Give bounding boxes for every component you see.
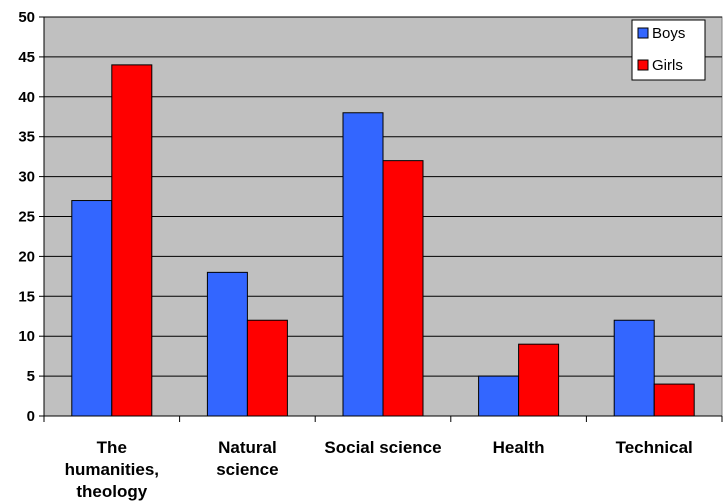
x-category-label: Social science: [324, 438, 441, 457]
bars: [71, 64, 695, 417]
bar-boys: [342, 112, 384, 417]
x-category-label: Technical: [616, 438, 693, 457]
legend-label: Girls: [652, 57, 683, 74]
y-tick-label: 30: [18, 169, 35, 186]
bar-girls: [518, 343, 560, 417]
bar-girls: [246, 319, 288, 417]
y-tick-label: 0: [27, 408, 35, 425]
bar-boys: [613, 319, 655, 417]
legend-swatch: [637, 27, 649, 39]
legend-swatch: [637, 59, 649, 71]
y-axis-tick-labels: 0 5 10 15 20 25 30 35 40 45 50: [18, 9, 35, 425]
bar-girls: [382, 160, 424, 417]
y-tick-label: 35: [18, 129, 35, 146]
legend: Boys Girls: [631, 19, 706, 81]
y-tick-label: 10: [18, 328, 35, 345]
bar-boys: [206, 271, 248, 417]
x-category-label: Natural science: [216, 438, 278, 479]
bar-boys: [478, 375, 520, 417]
x-axis-category-labels: The humanities, theology Natural science Soci…: [65, 438, 693, 501]
axes: [39, 16, 723, 422]
y-tick-label: 50: [18, 9, 35, 26]
y-tick-label: 15: [18, 288, 35, 305]
y-tick-label: 45: [18, 49, 35, 66]
x-category-label: Health: [493, 438, 545, 457]
bar-boys: [71, 200, 113, 417]
y-tick-label: 25: [18, 209, 35, 226]
y-tick-label: 20: [18, 248, 35, 265]
y-tick-label: 5: [27, 368, 35, 385]
legend-label: Boys: [652, 25, 685, 42]
bar-girls: [111, 64, 153, 417]
y-tick-label: 40: [18, 89, 35, 106]
x-category-label: The humanities, theology: [65, 438, 159, 501]
bar-girls: [653, 383, 695, 417]
